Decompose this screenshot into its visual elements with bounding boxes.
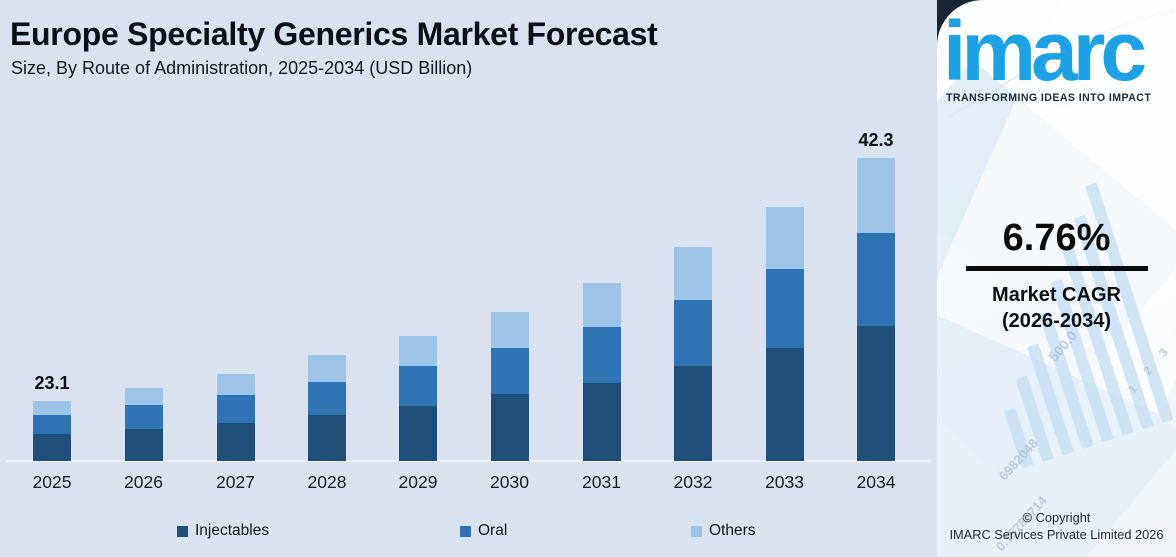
bar-segment-others-2030 xyxy=(490,311,529,348)
panel-card: 500.0 1 2 3 4 6982048 0.15785714 imarc T… xyxy=(937,0,1176,557)
bar-2026 xyxy=(124,388,163,461)
x-axis-label-2025: 2025 xyxy=(32,472,72,492)
bar-segment-injectables-2030 xyxy=(490,394,529,461)
bar-segment-oral-2030 xyxy=(490,347,529,394)
bar-segment-injectables-2034 xyxy=(857,325,895,461)
bar-segment-others-2033 xyxy=(765,206,804,269)
data-label-2025: 23.1 xyxy=(34,372,70,393)
cagr-period: (2026-2034) xyxy=(1002,310,1111,332)
bar-segment-others-2031 xyxy=(582,283,621,327)
bar-segment-injectables-2026 xyxy=(124,428,163,461)
copyright-line2: IMARC Services Private Limited 2026 xyxy=(949,526,1164,542)
imarc-logo: imarc xyxy=(943,9,1147,93)
bar-segment-oral-2027 xyxy=(216,395,255,423)
chart-subtitle: Size, By Route of Administration, 2025-2… xyxy=(11,57,473,78)
bar-segment-others-2025 xyxy=(33,400,71,415)
bar-segment-oral-2026 xyxy=(124,405,163,429)
bar-segment-oral-2029 xyxy=(399,366,437,406)
imarc-tagline: TRANSFORMING IDEAS INTO IMPACT xyxy=(946,92,1152,104)
bar-segment-injectables-2025 xyxy=(33,434,71,461)
cagr-value: 6.76% xyxy=(1002,217,1111,259)
x-axis-label-2034: 2034 xyxy=(856,472,896,492)
bar-2033 xyxy=(765,206,804,461)
chart-title: Europe Specialty Generics Market Forecas… xyxy=(10,16,658,52)
bar-2025 xyxy=(33,400,71,461)
bar-segment-oral-2034 xyxy=(857,232,895,326)
x-axis-label-2033: 2033 xyxy=(765,472,804,492)
x-axis-label-2030: 2030 xyxy=(490,472,529,492)
bar-segment-injectables-2029 xyxy=(399,405,437,461)
bar-segment-oral-2033 xyxy=(765,269,804,348)
bar-segment-others-2026 xyxy=(124,388,163,405)
bar-segment-oral-2028 xyxy=(308,382,346,415)
cagr-underline xyxy=(965,266,1148,271)
bar-2031 xyxy=(582,283,621,461)
imarc-logo-text: imarc xyxy=(943,4,1147,98)
bar-segment-others-2028 xyxy=(308,355,346,382)
bar-2032 xyxy=(674,247,712,461)
x-axis-label-2026: 2026 xyxy=(124,472,163,492)
bar-segment-injectables-2028 xyxy=(308,414,346,461)
x-axis-label-2029: 2029 xyxy=(398,472,438,492)
bar-segment-oral-2031 xyxy=(582,327,621,383)
cagr-block: 6.76% Market CAGR (2026-2034) xyxy=(937,219,1176,334)
stacked-bar-chart: 2025 2026 2027 2028 2029 2030 2031 2032 2033 2034… xyxy=(6,130,931,492)
bar-segment-others-2034 xyxy=(857,158,895,233)
brand-panel: 500.0 1 2 3 4 6982048 0.15785714 imarc T… xyxy=(937,0,1176,557)
bar-segment-injectables-2032 xyxy=(674,366,712,461)
bar-segment-oral-2032 xyxy=(674,300,712,366)
bar-segment-injectables-2033 xyxy=(765,348,804,461)
bar-2030 xyxy=(490,311,529,461)
copyright-line1: © Copyright xyxy=(1022,510,1091,525)
bar-segment-others-2029 xyxy=(399,336,437,366)
bar-2034 xyxy=(857,158,895,461)
bar-segment-others-2032 xyxy=(674,247,712,300)
x-axis-line xyxy=(6,460,931,462)
data-label-2034: 42.3 xyxy=(858,130,894,150)
bar-2029 xyxy=(399,336,437,461)
x-axis-label-2032: 2032 xyxy=(673,472,713,492)
cagr-label: Market CAGR xyxy=(992,284,1121,306)
copyright: © Copyright IMARC Services Private Limit… xyxy=(937,510,1176,544)
bar-2027 xyxy=(216,373,255,461)
bar-segment-oral-2025 xyxy=(33,414,71,434)
bar-segment-injectables-2027 xyxy=(216,422,255,461)
chart-header: Europe Specialty Generics Market Forecas… xyxy=(10,16,658,78)
x-axis-label-2027: 2027 xyxy=(216,472,255,492)
x-axis-label-2031: 2031 xyxy=(582,472,621,492)
bar-segment-injectables-2031 xyxy=(582,382,621,461)
bar-segment-others-2027 xyxy=(216,373,255,395)
x-axis-label-2028: 2028 xyxy=(307,472,347,492)
bar-2028 xyxy=(308,355,346,461)
